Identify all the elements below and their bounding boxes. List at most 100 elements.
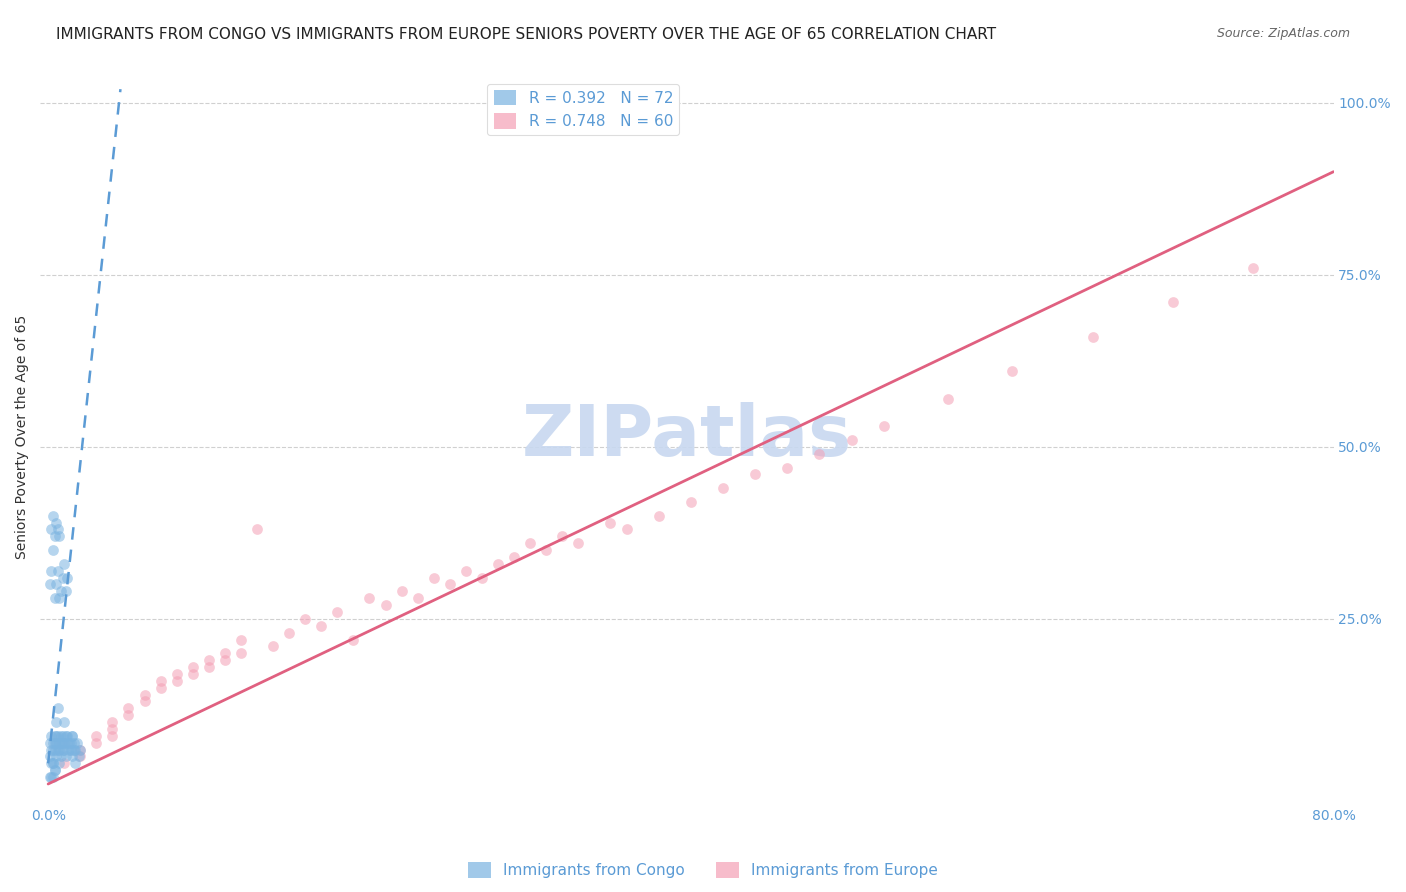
- Point: [41, 729, 63, 743]
- Point: [55, 584, 77, 599]
- Point: [41, 756, 63, 771]
- Point: [423, 571, 446, 585]
- Point: [616, 523, 638, 537]
- Point: [48, 756, 70, 771]
- Point: [1081, 330, 1104, 344]
- Point: [808, 447, 831, 461]
- Point: [181, 660, 204, 674]
- Point: [42, 770, 65, 784]
- Point: [56, 729, 79, 743]
- Point: [198, 660, 221, 674]
- Point: [166, 667, 188, 681]
- Point: [134, 694, 156, 708]
- Point: [46, 729, 69, 743]
- Point: [49, 736, 72, 750]
- Point: [198, 653, 221, 667]
- Point: [38, 736, 60, 750]
- Legend: Immigrants from Congo, Immigrants from Europe: Immigrants from Congo, Immigrants from E…: [463, 856, 943, 884]
- Point: [38, 770, 60, 784]
- Point: [42, 508, 65, 523]
- Point: [53, 742, 76, 756]
- Point: [647, 508, 669, 523]
- Legend: R = 0.392   N = 72, R = 0.748   N = 60: R = 0.392 N = 72, R = 0.748 N = 60: [488, 84, 679, 136]
- Point: [342, 632, 364, 647]
- Point: [872, 419, 894, 434]
- Point: [44, 763, 66, 777]
- Point: [69, 749, 91, 764]
- Point: [38, 749, 60, 764]
- Point: [46, 523, 69, 537]
- Point: [49, 729, 72, 743]
- Text: Source: ZipAtlas.com: Source: ZipAtlas.com: [1216, 27, 1350, 40]
- Point: [66, 736, 89, 750]
- Point: [53, 557, 76, 571]
- Point: [486, 557, 509, 571]
- Point: [44, 729, 66, 743]
- Point: [1241, 260, 1264, 275]
- Point: [46, 701, 69, 715]
- Point: [52, 742, 75, 756]
- Point: [149, 681, 172, 695]
- Point: [52, 736, 75, 750]
- Point: [311, 619, 333, 633]
- Point: [229, 646, 252, 660]
- Point: [134, 688, 156, 702]
- Point: [117, 701, 139, 715]
- Point: [42, 756, 65, 771]
- Point: [60, 729, 83, 743]
- Point: [744, 467, 766, 482]
- Point: [46, 564, 69, 578]
- Point: [41, 770, 63, 784]
- Point: [45, 749, 67, 764]
- Point: [229, 632, 252, 647]
- Point: [63, 742, 86, 756]
- Point: [69, 742, 91, 756]
- Point: [56, 571, 79, 585]
- Point: [599, 516, 621, 530]
- Point: [374, 598, 396, 612]
- Point: [46, 742, 69, 756]
- Point: [406, 591, 429, 606]
- Point: [262, 640, 284, 654]
- Point: [58, 742, 80, 756]
- Point: [567, 536, 589, 550]
- Point: [44, 742, 66, 756]
- Point: [181, 667, 204, 681]
- Point: [117, 708, 139, 723]
- Point: [67, 749, 90, 764]
- Point: [59, 736, 82, 750]
- Point: [86, 729, 108, 743]
- Point: [45, 577, 67, 591]
- Point: [52, 729, 75, 743]
- Point: [58, 736, 80, 750]
- Point: [49, 584, 72, 599]
- Point: [246, 523, 269, 537]
- Point: [101, 722, 124, 736]
- Y-axis label: Seniors Poverty Over the Age of 65: Seniors Poverty Over the Age of 65: [15, 315, 30, 558]
- Point: [149, 673, 172, 688]
- Point: [439, 577, 461, 591]
- Point: [471, 571, 494, 585]
- Point: [53, 736, 76, 750]
- Point: [60, 729, 83, 743]
- Point: [52, 571, 75, 585]
- Point: [65, 756, 87, 771]
- Point: [53, 714, 76, 729]
- Point: [49, 749, 72, 764]
- Point: [86, 736, 108, 750]
- Point: [534, 543, 557, 558]
- Point: [38, 577, 60, 591]
- Point: [503, 549, 526, 564]
- Text: IMMIGRANTS FROM CONGO VS IMMIGRANTS FROM EUROPE SENIORS POVERTY OVER THE AGE OF : IMMIGRANTS FROM CONGO VS IMMIGRANTS FROM…: [56, 27, 997, 42]
- Point: [1161, 295, 1184, 310]
- Point: [41, 742, 63, 756]
- Point: [551, 529, 574, 543]
- Point: [45, 729, 67, 743]
- Text: ZIPatlas: ZIPatlas: [522, 402, 852, 471]
- Point: [391, 584, 413, 599]
- Point: [711, 481, 734, 495]
- Point: [42, 736, 65, 750]
- Point: [1001, 364, 1024, 378]
- Point: [166, 673, 188, 688]
- Point: [44, 591, 66, 606]
